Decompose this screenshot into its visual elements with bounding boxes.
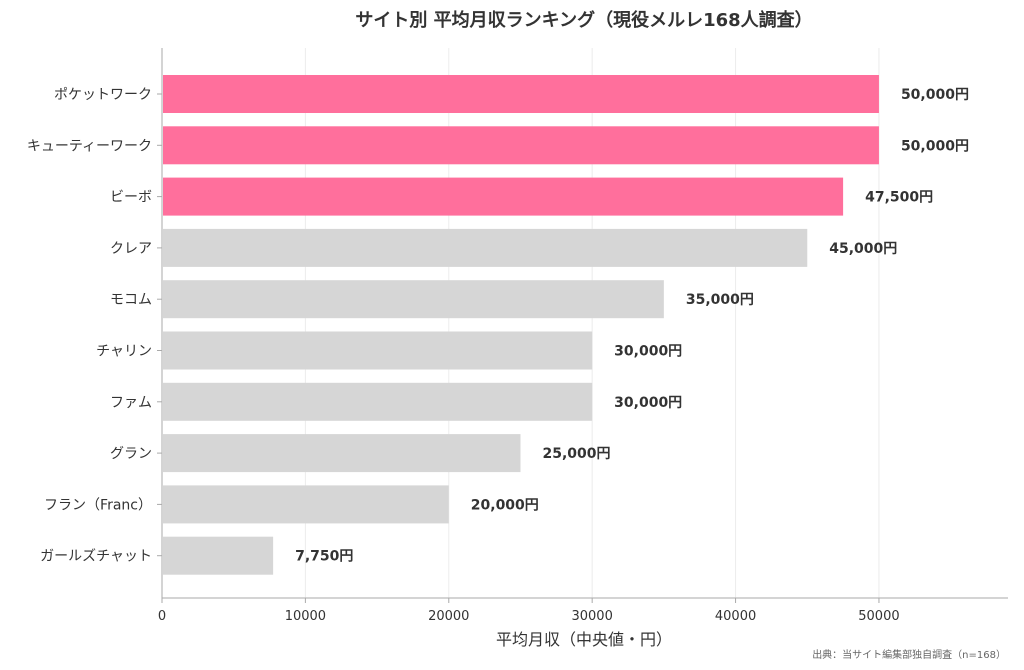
value-label: 7,750円 xyxy=(295,549,353,565)
x-tick-label: 0 xyxy=(158,609,166,624)
x-tick-label: 10000 xyxy=(285,609,326,624)
bar xyxy=(163,382,593,421)
labels: 0 10000 20000 30000 40000 50000 ポケットワーク 50,000円… xyxy=(27,87,969,624)
x-tick-label: 50000 xyxy=(858,609,899,624)
value-label: 50,000円 xyxy=(901,138,969,154)
category-label: キューティーワーク xyxy=(27,138,152,154)
bar xyxy=(163,485,449,524)
value-label: 47,500円 xyxy=(865,190,933,206)
value-label: 20,000円 xyxy=(471,497,539,513)
x-tick-label: 30000 xyxy=(571,609,612,624)
value-label: 35,000円 xyxy=(686,292,754,308)
category-label: チャリン xyxy=(96,344,152,360)
bar xyxy=(163,126,879,165)
x-axis-label: 平均月収（中央値・円） xyxy=(495,630,672,649)
category-label: クレア xyxy=(110,241,152,257)
value-label: 30,000円 xyxy=(614,395,682,411)
category-label: モコム xyxy=(110,292,152,308)
category-label: ガールズチャット xyxy=(40,549,152,565)
bars xyxy=(163,75,879,575)
x-tick-label: 40000 xyxy=(715,609,756,624)
bar xyxy=(163,75,879,113)
category-label: グラン xyxy=(110,446,152,462)
x-tick-label: 20000 xyxy=(428,609,469,624)
chart-title: サイト別 平均月収ランキング（現役メルレ168人調査） xyxy=(355,10,813,31)
category-label: ポケットワーク xyxy=(54,87,152,103)
source-note: 出典：当サイト編集部独自調査（n=168） xyxy=(812,650,1006,661)
bar xyxy=(163,280,664,319)
value-label: 45,000円 xyxy=(829,241,897,257)
value-label: 50,000円 xyxy=(901,87,969,103)
bar xyxy=(163,331,593,370)
bar xyxy=(163,228,808,267)
category-label: フラン（Franc） xyxy=(44,497,152,513)
bar xyxy=(163,536,274,575)
axes xyxy=(157,48,1008,603)
bar xyxy=(163,177,844,216)
value-label: 30,000円 xyxy=(614,344,682,360)
value-label: 25,000円 xyxy=(542,446,610,462)
category-label: ビーボ xyxy=(110,190,152,206)
category-label: ファム xyxy=(110,395,152,411)
bar xyxy=(163,434,521,473)
